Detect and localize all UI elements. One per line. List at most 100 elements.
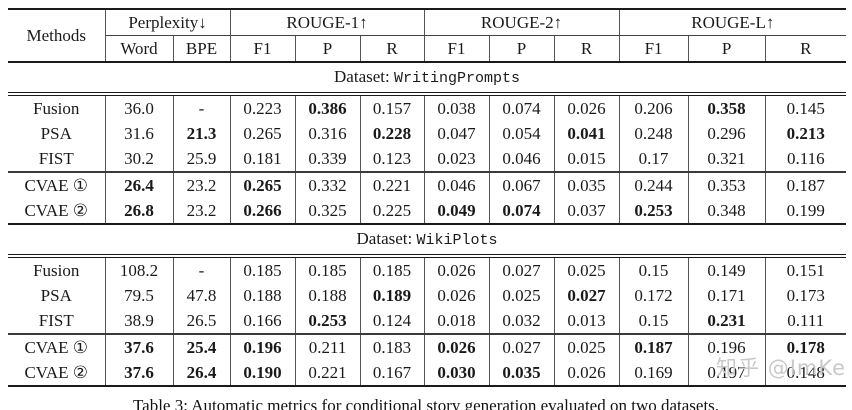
metric-cell: 0.325 xyxy=(294,198,361,224)
metric-cell: 25.4 xyxy=(172,333,231,360)
metric-cell: 0.244 xyxy=(618,171,689,198)
metric-cell: 0.172 xyxy=(618,283,689,308)
metric-cell: 79.5 xyxy=(104,283,173,308)
metric-cell: 0.027 xyxy=(488,256,555,283)
metric-cell: 0.049 xyxy=(423,198,490,224)
group-header-row: Methods Perplexity↓ ROUGE-1↑ ROUGE-2↑ RO… xyxy=(8,9,847,63)
metric-cell: 0.316 xyxy=(294,121,361,146)
method-cell: CVAE ② xyxy=(24,363,89,382)
metric-cell: 0.167 xyxy=(359,360,425,386)
metric-cell: 26.5 xyxy=(172,308,231,334)
metric-cell: 0.124 xyxy=(359,308,425,334)
metric-cell: 0.185 xyxy=(359,256,425,283)
col-group-rougeL: ROUGE-L↑ xyxy=(618,9,847,36)
metric-cell: 31.6 xyxy=(104,121,173,146)
method-cell: CVAE ② xyxy=(24,201,89,220)
metric-cell: 0.353 xyxy=(687,171,766,198)
dataset-label: Dataset: xyxy=(334,67,394,86)
col-header-r1-f1: F1 xyxy=(229,35,296,63)
dataset-band-row: Dataset: WikiPlots xyxy=(8,223,847,258)
col-group-rouge2: ROUGE-2↑ xyxy=(423,9,620,36)
metric-cell: 0.228 xyxy=(359,121,425,146)
col-header-r1-r: R xyxy=(359,35,425,63)
metric-cell: 0.386 xyxy=(294,94,361,121)
metric-cell: 36.0 xyxy=(104,94,173,121)
metric-cell: 26.4 xyxy=(172,360,231,386)
col-header-word: Word xyxy=(105,35,173,63)
metric-cell: 0.025 xyxy=(553,333,620,360)
table-row: PSA 79.5 47.8 0.188 0.188 0.189 0.026 0.025 0.02… xyxy=(8,283,847,308)
metric-cell: 0.026 xyxy=(423,283,490,308)
dataset-name: WritingPrompts xyxy=(393,70,521,87)
metrics-table: Methods Perplexity↓ ROUGE-1↑ ROUGE-2↑ RO… xyxy=(8,8,847,387)
section-wikiplots: Dataset: WikiPlots Fusion 108.2-0.185 0.185… xyxy=(8,223,847,386)
dataset-name: WikiPlots xyxy=(416,232,498,249)
metric-cell: 0.339 xyxy=(294,146,361,172)
metric-cell: 0.358 xyxy=(687,94,766,121)
metric-cell: 0.018 xyxy=(423,308,490,334)
col-header-bpe: BPE xyxy=(172,35,231,63)
table-row: CVAE ② 26.8 23.2 0.266 0.325 0.225 0.049 0.074 0… xyxy=(8,198,847,224)
col-header-rl-r: R xyxy=(764,35,847,63)
metric-cell: 0.265 xyxy=(229,121,296,146)
method-cell: Fusion xyxy=(33,99,80,118)
col-header-rl-f1: F1 xyxy=(618,35,689,63)
metric-cell: 0.17 xyxy=(618,146,689,172)
section-writingprompts: Dataset: WritingPrompts Fusion 36.0-0.223 0… xyxy=(8,61,847,224)
metric-cell: 0.025 xyxy=(488,283,555,308)
col-header-rl-p: P xyxy=(687,35,766,63)
metric-cell: 0.116 xyxy=(764,146,847,172)
col-header-methods: Methods xyxy=(8,9,106,63)
metric-cell: 0.015 xyxy=(553,146,620,172)
table-row: Fusion 108.2-0.185 0.185 0.185 0.026 0.027 0.0… xyxy=(8,256,847,283)
method-cell: FIST xyxy=(38,311,74,330)
table-row: FIST 30.2 25.9 0.181 0.339 0.123 0.023 0.046 0.0… xyxy=(8,146,847,172)
metric-cell: 0.026 xyxy=(553,94,620,121)
metric-cell: 0.332 xyxy=(294,171,361,198)
metric-cell: 0.067 xyxy=(488,171,555,198)
metric-cell: 0.211 xyxy=(294,333,361,360)
table-row: Fusion 36.0-0.223 0.386 0.157 0.038 0.074 0.02… xyxy=(8,94,847,121)
sub-header-row: Word BPE F1 P R F1 P R F1 P R xyxy=(8,35,847,63)
metric-cell: 0.187 xyxy=(764,171,847,198)
metric-cell: 0.047 xyxy=(423,121,490,146)
dataset-band: Dataset: WritingPrompts xyxy=(8,61,847,96)
metric-cell: 0.030 xyxy=(423,360,490,386)
metric-cell: 0.027 xyxy=(553,283,620,308)
metric-cell: 25.9 xyxy=(172,146,231,172)
metric-cell: 0.178 xyxy=(764,333,847,360)
metric-cell: 0.169 xyxy=(618,360,689,386)
metric-cell: 0.265 xyxy=(229,171,296,198)
metric-cell: 0.046 xyxy=(423,171,490,198)
metric-cell: 0.046 xyxy=(488,146,555,172)
metric-cell: 0.253 xyxy=(618,198,689,224)
metric-cell: 0.348 xyxy=(687,198,766,224)
table-caption: Table 3: Automatic metrics for condition… xyxy=(132,396,720,410)
metric-cell: 0.248 xyxy=(618,121,689,146)
metric-cell: 0.321 xyxy=(687,146,766,172)
metric-cell: 0.187 xyxy=(618,333,689,360)
method-cell: PSA xyxy=(40,124,72,143)
table-row: PSA 31.6 21.3 0.265 0.316 0.228 0.047 0.054 0.04… xyxy=(8,121,847,146)
metric-cell: 0.123 xyxy=(359,146,425,172)
metric-cell: - xyxy=(172,256,231,283)
metric-cell: 0.145 xyxy=(764,94,847,121)
table-row: CVAE ① 26.4 23.2 0.265 0.332 0.221 0.046 0.067 0… xyxy=(8,171,847,198)
metric-cell: 0.188 xyxy=(294,283,361,308)
metric-cell: 0.197 xyxy=(687,360,766,386)
col-header-r2-p: P xyxy=(488,35,555,63)
metric-cell: 0.189 xyxy=(359,283,425,308)
metric-cell: 0.190 xyxy=(229,360,296,386)
metric-cell: 0.253 xyxy=(294,308,361,334)
metric-cell: 0.185 xyxy=(229,256,296,283)
metric-cell: 0.041 xyxy=(553,121,620,146)
dataset-band: Dataset: WikiPlots xyxy=(8,223,847,258)
metric-cell: 0.038 xyxy=(423,94,490,121)
metric-cell: 0.035 xyxy=(553,171,620,198)
metric-cell: 0.199 xyxy=(764,198,847,224)
method-cell: PSA xyxy=(40,286,72,305)
metric-cell: 0.074 xyxy=(488,198,555,224)
metric-cell: 0.148 xyxy=(764,360,847,386)
metric-cell: 0.196 xyxy=(687,333,766,360)
